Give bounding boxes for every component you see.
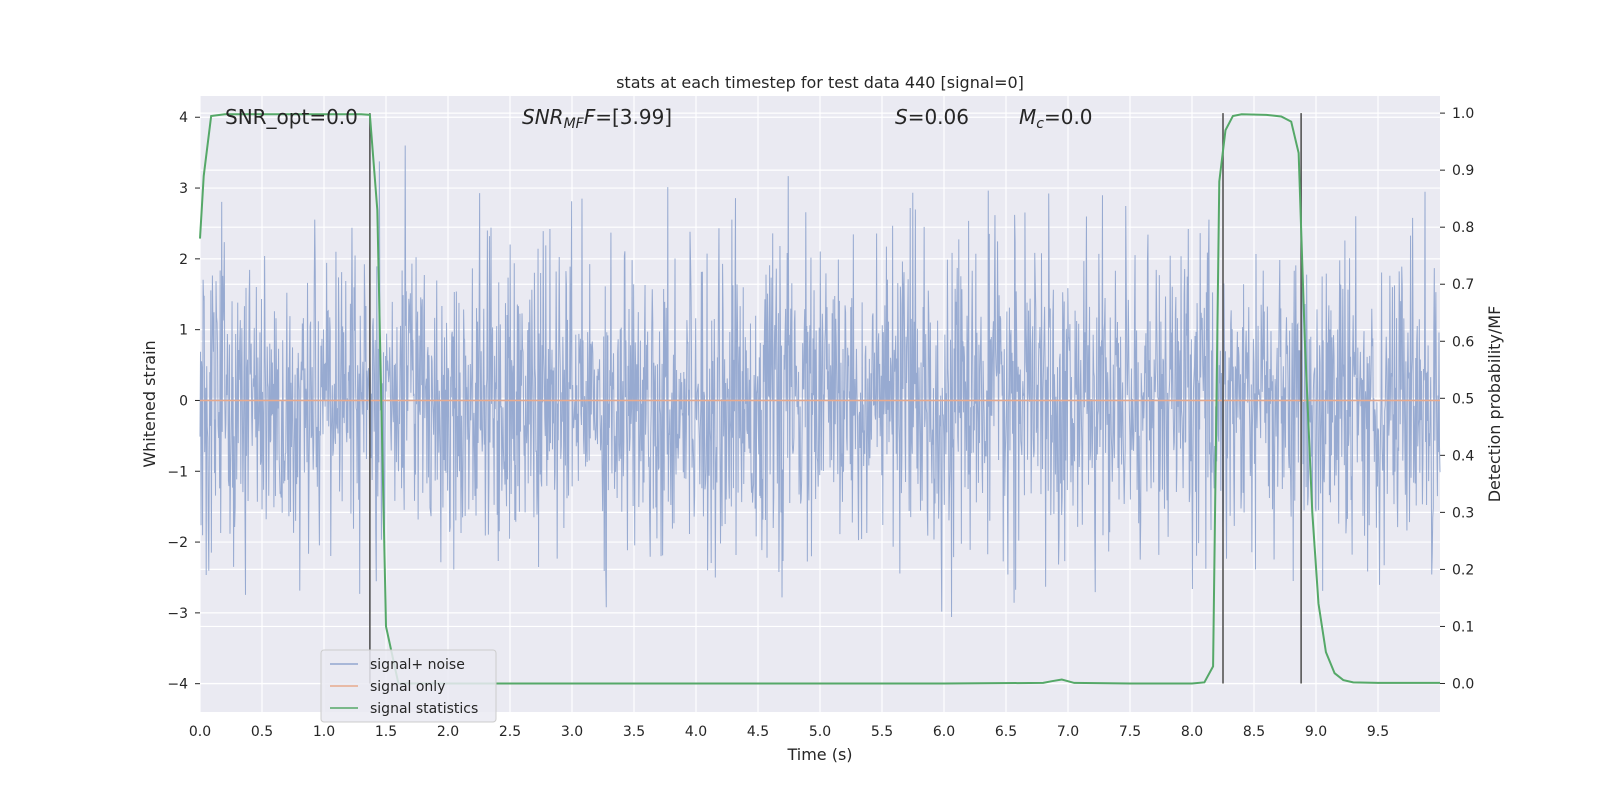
- annotation-snr-mf: SNRMFF=[3.99]: [522, 105, 672, 132]
- y-right-tick-label: 1.0: [1452, 106, 1474, 122]
- annotation-snr-mf-main: SNR: [522, 105, 564, 129]
- noise-line: [199, 145, 1441, 618]
- y-left-tick-label: 2: [179, 252, 188, 268]
- x-tick-label: 0.0: [189, 724, 211, 740]
- legend-label-signal-only: signal only: [370, 679, 445, 695]
- annotation-s-main: S: [895, 105, 908, 129]
- y-left-tick-label: 3: [179, 181, 188, 197]
- y-left-tick-label: −4: [167, 677, 188, 693]
- x-tick-label: 9.5: [1367, 724, 1389, 740]
- x-tick-labels: 0.0 0.5 1.0 1.5 2.0 2.5 3.0 3.5 4.0 4.5 5.0 5.5 6.0 6…: [189, 724, 1389, 740]
- y-right-tick-label: 0.5: [1452, 391, 1474, 407]
- statistics-line: [199, 113, 1440, 685]
- series-signal-noise: [199, 145, 1441, 618]
- x-tick-label: 7.5: [1119, 724, 1141, 740]
- annotation-s-value: =0.06: [908, 105, 969, 129]
- x-tick-label: 4.5: [747, 724, 769, 740]
- y-right-tick-labels: 0.0 0.1 0.2 0.3 0.4 0.5 0.6 0.7 0.8 0.9 1.0: [1452, 106, 1474, 692]
- x-tick-label: 3.0: [561, 724, 583, 740]
- y-right-tick-label: 0.7: [1452, 277, 1474, 293]
- y-right-tick-label: 0.4: [1452, 448, 1474, 464]
- annotation-snr-mf-value: =[3.99]: [595, 105, 672, 129]
- x-tick-label: 0.5: [251, 724, 273, 740]
- annotation-mc-sub: c: [1036, 116, 1044, 132]
- x-tick-label: 1.5: [375, 724, 397, 740]
- y-right-tick-label: 0.1: [1452, 619, 1474, 635]
- y-left-tick-label: −3: [167, 606, 188, 622]
- x-tick-label: 8.0: [1181, 724, 1203, 740]
- legend: signal+ noise signal only signal statist…: [320, 649, 497, 723]
- x-tick-label: 8.5: [1243, 724, 1265, 740]
- legend-label-noise: signal+ noise: [370, 657, 465, 673]
- chart-title: stats at each timestep for test data 440…: [616, 73, 1024, 92]
- y-right-tick-label: 0.0: [1452, 676, 1474, 692]
- annotation-snr-opt: SNR_opt=0.0: [225, 105, 358, 129]
- y-left-tick-labels: −4 −3 −2 −1 0 1 2 3 4: [167, 110, 188, 692]
- x-tick-label: 3.5: [623, 724, 645, 740]
- x-tick-label: 6.5: [995, 724, 1017, 740]
- x-tick-label: 7.0: [1057, 724, 1079, 740]
- annotation-mc: Mc=0.0: [1019, 105, 1093, 132]
- x-axis-label: Time (s): [786, 745, 852, 764]
- y-right-tick-label: 0.2: [1452, 562, 1474, 578]
- y-right-tick-label: 0.6: [1452, 334, 1474, 350]
- y-right-tick-label: 0.9: [1452, 163, 1474, 179]
- y-axis-label: Whitened strain: [140, 340, 159, 467]
- annotation-snr-mf-sub: MF: [564, 116, 585, 132]
- y-left-tick-label: −1: [167, 464, 188, 480]
- x-tick-label: 1.0: [313, 724, 335, 740]
- x-tick-label: 4.0: [685, 724, 707, 740]
- y-left-tick-label: 4: [179, 110, 188, 126]
- legend-label-statistics: signal statistics: [370, 701, 478, 717]
- y-left-tick-label: 0: [179, 393, 188, 409]
- y-right-tick-label: 0.3: [1452, 505, 1474, 521]
- y-right-axis-label: Detection probability/MF: [1485, 306, 1504, 503]
- x-tick-label: 5.0: [809, 724, 831, 740]
- x-tick-label: 6.0: [933, 724, 955, 740]
- annotation-mc-main: M: [1019, 105, 1036, 129]
- y-right-tick-label: 0.8: [1452, 220, 1474, 236]
- x-tick-label: 5.5: [871, 724, 893, 740]
- annotation-mc-value: =0.0: [1044, 105, 1093, 129]
- x-tick-label: 2.0: [437, 724, 459, 740]
- series-signal-statistics: [199, 113, 1440, 685]
- y-left-tick-label: 1: [179, 323, 188, 339]
- x-tick-label: 2.5: [499, 724, 521, 740]
- annotation-s: S=0.06: [895, 105, 969, 129]
- x-tick-label: 9.0: [1305, 724, 1327, 740]
- y-left-tick-label: −2: [167, 535, 188, 551]
